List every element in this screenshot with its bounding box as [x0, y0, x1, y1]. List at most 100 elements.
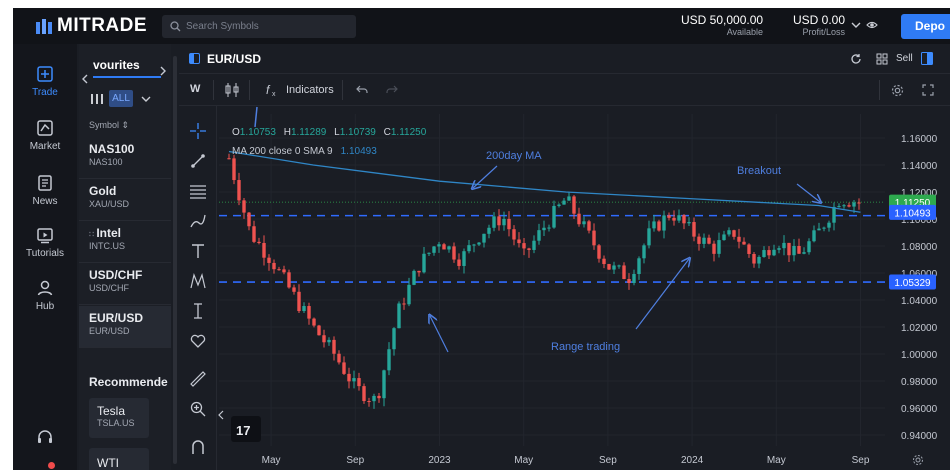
recommended-card[interactable]: Tesla TSLA.US — [89, 398, 149, 438]
recommended-heading: Recommende — [89, 375, 168, 389]
price-chart[interactable]: 1.16000 1.14000 1.12000 1.10000 1.08000 1.060… — [179, 44, 950, 470]
layout-grid-icon[interactable] — [876, 53, 888, 65]
chevron-left-icon[interactable] — [81, 74, 89, 84]
text-tool-icon[interactable] — [189, 242, 207, 260]
watchlist-scrollbar[interactable] — [173, 56, 177, 464]
candle-body — [292, 287, 296, 292]
price-tick-label: 1.14000 — [901, 161, 938, 172]
nav-item-market[interactable]: Market — [13, 118, 77, 152]
crosshair-icon[interactable] — [189, 122, 207, 140]
price-tag-label: 1.05329 — [894, 278, 931, 289]
nav-item-tutorials[interactable]: Tutorials — [13, 225, 77, 259]
candle-body — [802, 252, 806, 254]
time-tick-label: Sep — [346, 455, 364, 466]
watchlist-row-selected[interactable]: EUR/USD EUR/USD — [79, 306, 171, 348]
columns-icon[interactable] — [91, 94, 103, 104]
candle-body — [302, 306, 306, 312]
candle-body — [702, 237, 706, 244]
prediction-tool-icon[interactable] — [189, 302, 207, 320]
candle-body — [797, 245, 801, 254]
refresh-icon[interactable] — [850, 53, 862, 65]
order-panel-icon[interactable] — [921, 52, 933, 65]
eye-icon[interactable] — [866, 19, 878, 31]
indicators-button[interactable]: Indicators — [286, 84, 334, 96]
rec-symbol: Tesla — [97, 404, 126, 418]
candle-body — [557, 204, 561, 206]
price-tick-label: 1.10000 — [901, 215, 938, 226]
candle-body — [427, 252, 431, 254]
candle-body — [652, 221, 656, 229]
search-input[interactable]: Search Symbols — [162, 15, 356, 38]
panel-toggle-icon[interactable] — [189, 53, 200, 64]
fullscreen-icon[interactable] — [922, 84, 934, 96]
nav-item-hub[interactable]: Hub — [13, 278, 77, 312]
ruler-icon[interactable] — [189, 370, 207, 388]
trendline-icon[interactable] — [189, 152, 207, 170]
search-placeholder: Search Symbols — [186, 21, 259, 32]
brush-icon[interactable] — [189, 212, 207, 230]
drawing-toolbar — [179, 106, 217, 470]
filter-chevron-icon[interactable] — [141, 96, 151, 103]
candle-body — [347, 373, 351, 382]
tradingview-logo[interactable]: 17 — [231, 416, 261, 442]
nav-item-news[interactable]: News — [13, 173, 77, 207]
nav-item-trade[interactable]: Trade — [13, 64, 77, 98]
nav-label-hub: Hub — [35, 301, 55, 312]
candles-type-icon[interactable] — [225, 82, 239, 98]
brand-logo[interactable]: MITRADE — [35, 15, 147, 37]
candle-body — [717, 240, 721, 254]
candle-body — [447, 246, 451, 250]
candle-body — [482, 233, 486, 243]
candle-body — [587, 221, 591, 231]
watchlist-row[interactable]: ∷ Intel INTC.US — [79, 221, 171, 263]
candle-body — [362, 386, 366, 402]
candle-body — [762, 250, 766, 257]
candle-body — [472, 244, 476, 246]
nav-label-trade: Trade — [32, 87, 58, 98]
candle-body — [382, 370, 386, 399]
pattern-tool-icon[interactable] — [189, 272, 207, 290]
chevron-down-icon[interactable] — [851, 22, 861, 29]
fib-lines-icon[interactable] — [189, 182, 207, 200]
annotation-200day-ma: 200day MA — [486, 150, 542, 162]
watch-symbol: Gold — [89, 184, 117, 198]
support-headset-icon[interactable] — [36, 429, 54, 447]
nav-label-market: Market — [29, 141, 61, 152]
axis-settings-gear-icon[interactable] — [913, 455, 923, 465]
recommended-card[interactable]: WTI — [89, 448, 149, 470]
undo-icon[interactable] — [356, 85, 368, 94]
candle-body — [392, 328, 396, 350]
sell-label[interactable]: Sell — [896, 53, 913, 64]
candle-body — [422, 253, 426, 273]
candle-body — [597, 245, 601, 259]
interval-button[interactable]: W — [190, 83, 201, 95]
candle-body — [567, 196, 571, 201]
settings-gear-icon[interactable] — [891, 84, 904, 97]
watchlist-row[interactable]: Gold XAU/USD — [79, 179, 171, 221]
annotation-arrow — [796, 183, 820, 202]
redo-icon[interactable] — [386, 85, 398, 94]
heart-icon[interactable] — [189, 332, 207, 350]
column-header-symbol[interactable]: Symbol ⇕ — [89, 120, 130, 130]
time-tick-label: Sep — [599, 455, 617, 466]
tutorials-icon — [37, 228, 53, 244]
chevron-right-icon[interactable] — [159, 66, 167, 76]
candle-body — [697, 236, 701, 244]
zoom-in-icon[interactable] — [189, 400, 207, 418]
price-tag-label: 1.10493 — [894, 208, 931, 219]
collapse-toolbar-icon[interactable] — [218, 410, 224, 420]
watchlist-row[interactable]: NAS100 NAS100 — [79, 137, 171, 179]
tab-favourites[interactable]: vourites — [93, 58, 140, 72]
candle-body — [572, 196, 576, 214]
filter-all[interactable]: ALL — [109, 90, 133, 107]
magnet-icon[interactable] — [189, 438, 207, 456]
watchlist-row[interactable]: USD/CHF USD/CHF — [79, 263, 171, 305]
toolbar-divider — [342, 80, 343, 100]
toolbar-divider — [213, 80, 214, 100]
annotation-arrow — [635, 259, 689, 330]
deposit-button[interactable]: Depo — [901, 14, 950, 39]
candle-body — [542, 227, 546, 231]
candle-body — [402, 303, 406, 305]
